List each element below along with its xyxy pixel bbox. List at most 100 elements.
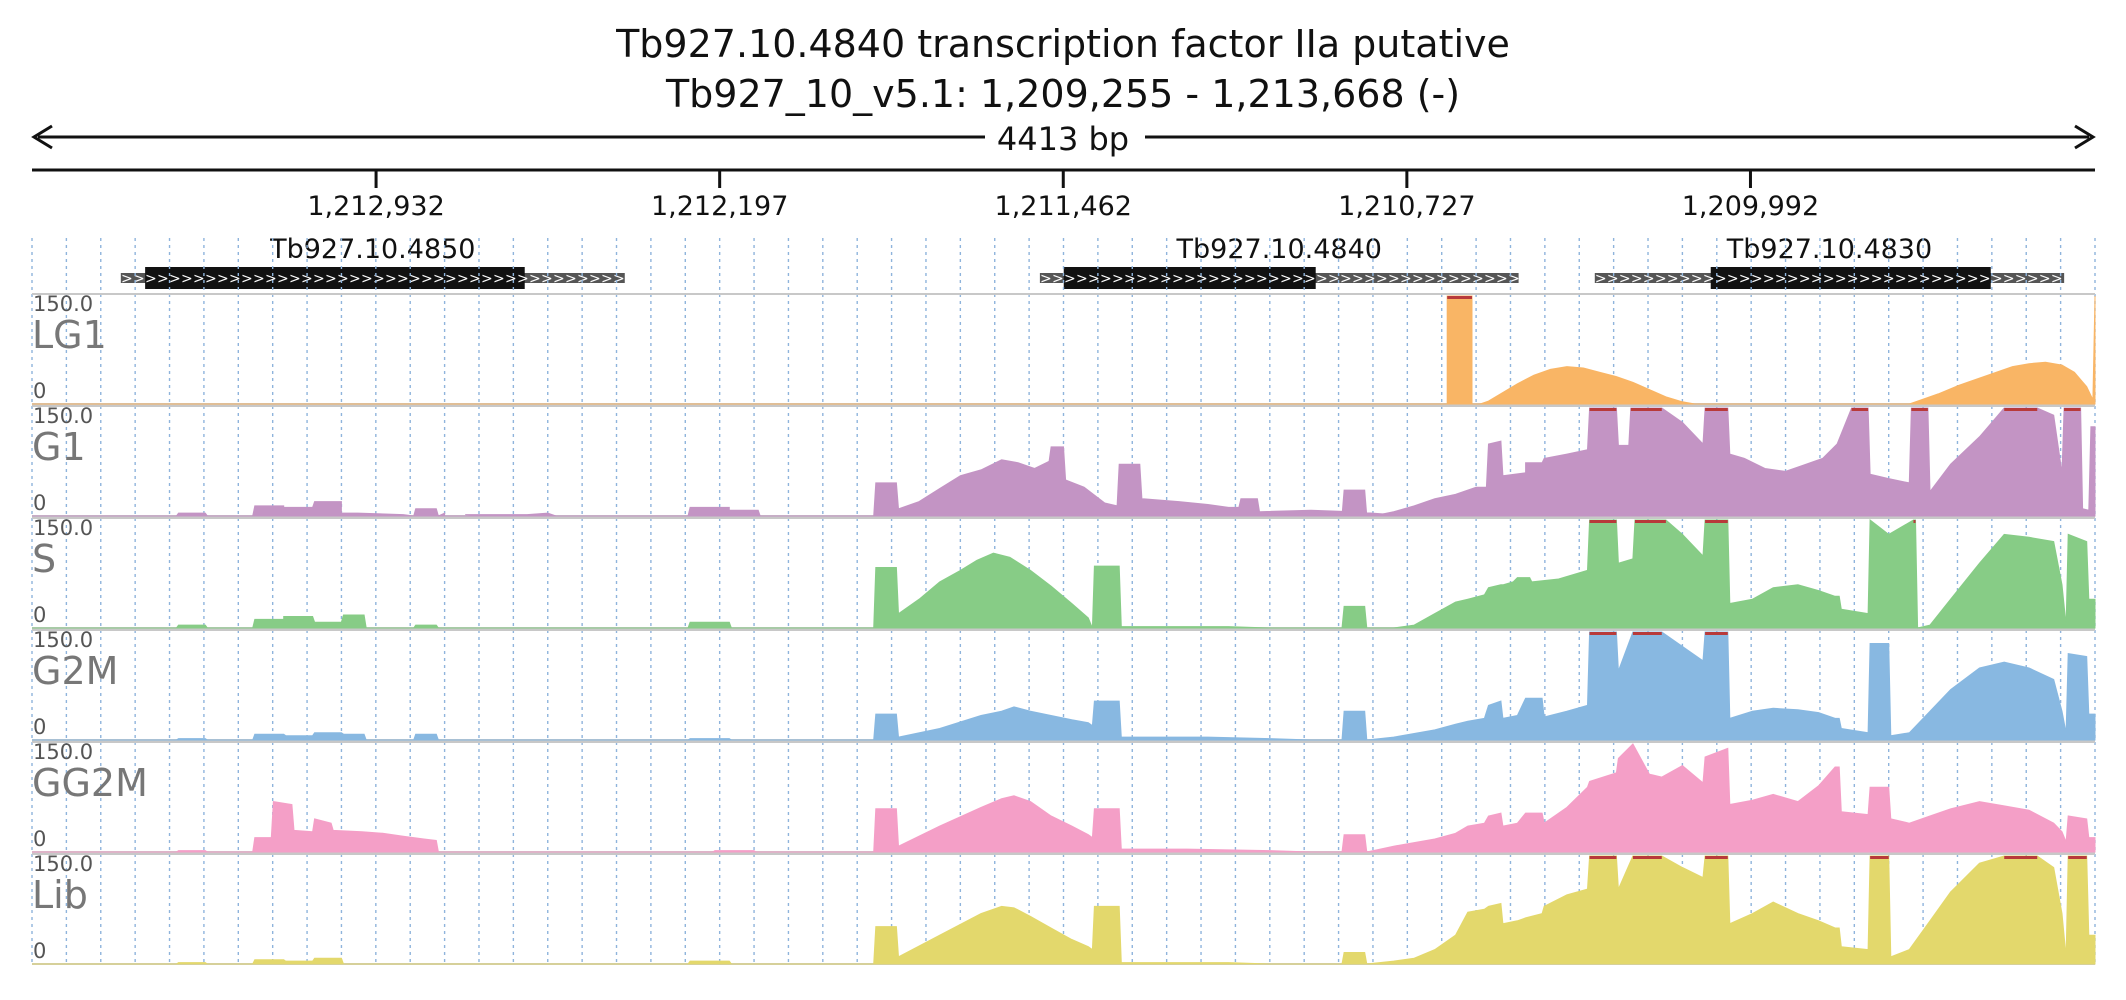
gene-strand-chevron: > — [241, 271, 253, 287]
gene-strand-chevron: > — [2015, 271, 2027, 287]
clipped-value-mark — [1589, 632, 1617, 635]
gene-strand-chevron: > — [1172, 271, 1184, 287]
gene-strand-chevron: > — [313, 271, 325, 287]
clipped-value-mark — [1911, 408, 1928, 411]
gene-strand-chevron: > — [193, 271, 205, 287]
gene-strand-chevron: > — [253, 271, 265, 287]
gene-strand-chevron: > — [229, 271, 241, 287]
track-ymax-label: 150.0 — [33, 516, 93, 540]
gene-strand-chevron: > — [1040, 271, 1052, 287]
clipped-value-mark — [1589, 856, 1617, 859]
gene-strand-chevron: > — [205, 271, 217, 287]
gene-strand-chevron: > — [1859, 271, 1871, 287]
track-ymax-label: 150.0 — [33, 740, 93, 764]
gene-strand-chevron: > — [1811, 271, 1823, 287]
gene-strand-chevron: > — [1508, 271, 1520, 287]
gene-strand-chevron: > — [1412, 271, 1424, 287]
gene-strand-chevron: > — [613, 271, 625, 287]
coverage-area-lib — [32, 855, 2096, 965]
ruler-tick-label: 1,212,932 — [307, 191, 444, 222]
gene-cds-bar — [145, 267, 525, 289]
clipped-value-mark — [1589, 408, 1617, 411]
gene-strand-chevron: > — [1895, 271, 1907, 287]
gene-strand-chevron: > — [1472, 271, 1484, 287]
track-ymax-label: 150.0 — [33, 628, 93, 652]
gene-strand-chevron: > — [1931, 271, 1943, 287]
gene-strand-chevron: > — [1364, 271, 1376, 287]
clipped-value-mark — [1632, 632, 1662, 635]
gene-strand-chevron: > — [1448, 271, 1460, 287]
gene-strand-chevron: > — [1124, 271, 1136, 287]
track-name-g1: G1 — [32, 425, 86, 469]
gene-strand-chevron: > — [1316, 271, 1328, 287]
gene-strand-chevron: > — [1835, 271, 1847, 287]
gene-strand-chevron: > — [2003, 271, 2015, 287]
gene-strand-chevron: > — [1595, 271, 1607, 287]
gene-strand-chevron: > — [1496, 271, 1508, 287]
gene-strand-chevron: > — [517, 271, 529, 287]
gene-strand-chevron: > — [277, 271, 289, 287]
track-name-s: S — [32, 537, 56, 581]
track-ymax-label: 150.0 — [33, 292, 93, 316]
track-ymin-label: 0 — [33, 379, 46, 403]
gene-label: Tb927.10.4830 — [1726, 234, 1932, 265]
ruler-tick-label: 1,212,197 — [651, 191, 788, 222]
gene-strand-chevron: > — [1388, 271, 1400, 287]
gene-cds-bar — [1710, 267, 1991, 289]
gene-strand-chevron: > — [1727, 271, 1739, 287]
gene-strand-chevron: > — [2027, 271, 2039, 287]
gene-strand-chevron: > — [1631, 271, 1643, 287]
gene-strand-chevron: > — [1088, 271, 1100, 287]
gene-strand-chevron: > — [589, 271, 601, 287]
gene-strand-chevron: > — [469, 271, 481, 287]
gene-strand-chevron: > — [1460, 271, 1472, 287]
coverage-area-lg1 — [32, 295, 2096, 405]
gene-strand-chevron: > — [385, 271, 397, 287]
clipped-value-mark — [1630, 408, 1662, 411]
clipped-value-mark — [2064, 408, 2081, 411]
gene-strand-chevron: > — [481, 271, 493, 287]
gene-strand-chevron: > — [301, 271, 313, 287]
gene-strand-chevron: > — [1655, 271, 1667, 287]
gene-strand-chevron: > — [1280, 271, 1292, 287]
gene-strand-chevron: > — [1292, 271, 1304, 287]
gene-strand-chevron: > — [1691, 271, 1703, 287]
track-name-lg1: LG1 — [32, 313, 107, 357]
clipped-value-mark — [1705, 408, 1728, 411]
gene-strand-chevron: > — [1979, 271, 1991, 287]
clipped-value-mark — [1634, 520, 1666, 523]
gene-strand-chevron: > — [349, 271, 361, 287]
gene-strand-chevron: > — [181, 271, 193, 287]
gene-strand-chevron: > — [1232, 271, 1244, 287]
gene-strand-chevron: > — [1847, 271, 1859, 287]
gene-strand-chevron: > — [1823, 271, 1835, 287]
gene-strand-chevron: > — [457, 271, 469, 287]
clipped-value-mark — [2004, 856, 2038, 859]
clipped-value-mark — [2004, 408, 2038, 411]
clipped-value-mark — [2068, 856, 2087, 859]
gene-strand-chevron: > — [1667, 271, 1679, 287]
gene-strand-chevron: > — [1304, 271, 1316, 287]
gene-strand-chevron: > — [1907, 271, 1919, 287]
gene-strand-chevron: > — [445, 271, 457, 287]
gene-strand-chevron: > — [1763, 271, 1775, 287]
gene-strand-chevron: > — [1196, 271, 1208, 287]
gene-strand-chevron: > — [421, 271, 433, 287]
gene-strand-chevron: > — [601, 271, 613, 287]
gene-strand-chevron: > — [529, 271, 541, 287]
track-ymin-label: 0 — [33, 491, 46, 515]
ruler-tick-label: 1,209,992 — [1682, 191, 1819, 222]
gene-strand-chevron: > — [1076, 271, 1088, 287]
gene-strand-chevron: > — [1775, 271, 1787, 287]
clipped-value-mark — [1632, 856, 1662, 859]
gene-strand-chevron: > — [1424, 271, 1436, 287]
span-length-label: 4413 bp — [997, 120, 1129, 158]
track-name-gg2m: GG2M — [32, 761, 148, 805]
gene-strand-chevron: > — [1244, 271, 1256, 287]
gene-strand-chevron: > — [1208, 271, 1220, 287]
gene-strand-chevron: > — [1400, 271, 1412, 287]
gene-strand-chevron: > — [1160, 271, 1172, 287]
gene-strand-chevron: > — [1112, 271, 1124, 287]
clipped-value-mark — [1447, 296, 1472, 299]
